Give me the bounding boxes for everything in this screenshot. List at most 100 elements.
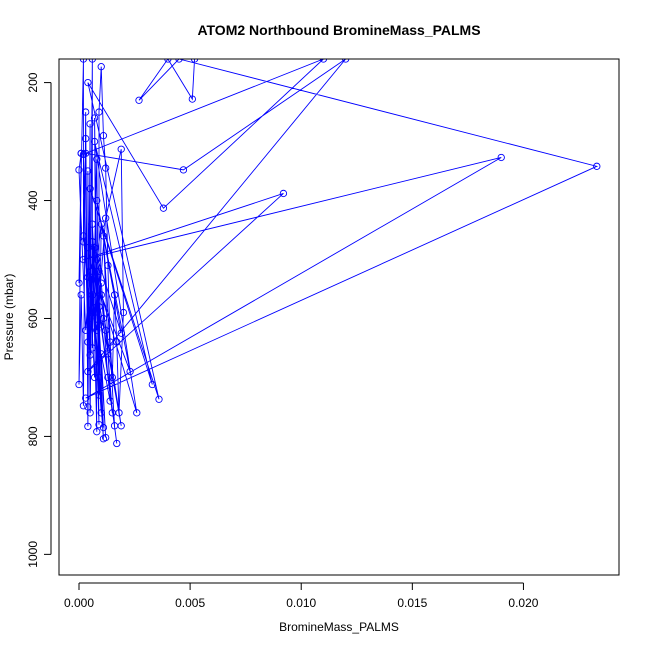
- x-tick-label: 0.000: [64, 596, 94, 610]
- data-point: [88, 291, 96, 299]
- series-line: [78, 59, 599, 444]
- data-point: [179, 166, 188, 174]
- y-tick-label: 1000: [26, 541, 40, 568]
- data-point: [117, 329, 125, 337]
- data-point: [79, 232, 88, 240]
- data-point: [84, 78, 92, 87]
- data-point: [97, 409, 105, 417]
- data-point: [84, 273, 92, 281]
- data-point: [93, 326, 101, 334]
- data-point: [102, 214, 110, 222]
- y-tick-label: 600: [26, 308, 40, 328]
- data-point: [95, 420, 103, 429]
- data-point: [79, 150, 88, 159]
- data-point: [88, 344, 96, 352]
- data-point: [126, 367, 134, 376]
- data-point: [84, 167, 92, 175]
- data-point: [104, 373, 112, 382]
- data-point: [90, 114, 99, 122]
- data-point: [117, 145, 125, 153]
- data-point: [102, 164, 110, 172]
- data-point: [90, 244, 99, 252]
- data-point: [86, 120, 94, 128]
- data-point: [90, 137, 99, 146]
- data-point: [79, 255, 88, 264]
- data-point: [86, 185, 94, 193]
- data-point: [113, 439, 121, 448]
- data-point: [99, 435, 108, 443]
- data-point: [82, 108, 90, 116]
- data-point: [88, 59, 96, 63]
- data-point: [93, 155, 101, 163]
- data-point: [99, 132, 108, 140]
- data-point: [164, 59, 172, 63]
- data-point: [84, 403, 92, 411]
- data-point: [342, 59, 350, 63]
- data-point: [97, 279, 105, 287]
- data-point: [97, 220, 105, 228]
- y-axis: 200 400 600 800 1000: [26, 72, 52, 568]
- data-point: [82, 134, 90, 143]
- plot-area: [75, 59, 601, 448]
- data-point: [119, 308, 128, 317]
- y-axis-label: Pressure (mbar): [2, 274, 16, 361]
- data-point: [93, 428, 101, 436]
- data-point: [75, 166, 83, 174]
- chart-title: ATOM2 Northbound BromineMass_PALMS: [197, 22, 480, 38]
- data-point: [99, 314, 108, 323]
- data-point: [82, 394, 90, 402]
- data-point: [95, 373, 103, 382]
- plot-frame: [58, 58, 620, 576]
- data-point: [110, 291, 119, 299]
- data-point: [108, 373, 116, 382]
- data-point: [75, 380, 83, 389]
- data-point: [95, 108, 103, 116]
- data-point: [104, 350, 112, 358]
- data-point: [95, 303, 103, 311]
- x-axis: 0.000 0.005 0.010 0.015 0.020: [64, 582, 539, 610]
- data-point: [104, 261, 112, 270]
- y-tick-label: 200: [26, 72, 40, 92]
- data-point: [279, 189, 288, 198]
- data-point: [102, 326, 110, 334]
- y-tick-label: 400: [26, 190, 40, 210]
- data-point: [79, 238, 88, 246]
- data-point: [90, 373, 99, 382]
- data-point: [97, 63, 105, 71]
- data-point: [86, 351, 94, 359]
- data-point: [175, 59, 183, 63]
- data-point: [135, 96, 143, 104]
- data-point: [95, 267, 103, 275]
- x-tick-label: 0.020: [508, 596, 538, 610]
- data-point: [110, 422, 119, 430]
- data-point: [155, 395, 163, 403]
- data-point: [88, 220, 96, 228]
- x-tick-label: 0.010: [286, 596, 316, 610]
- data-point: [319, 59, 328, 63]
- data-point: [79, 402, 88, 410]
- data-point: [84, 338, 92, 346]
- x-axis-label: BromineMass_PALMS: [279, 620, 399, 634]
- data-point: [593, 162, 601, 170]
- x-tick-label: 0.015: [397, 596, 427, 610]
- data-point: [97, 291, 105, 299]
- data-point: [190, 59, 199, 63]
- data-point: [113, 338, 121, 346]
- data-point: [108, 409, 116, 417]
- data-point: [84, 367, 92, 376]
- data-point: [99, 232, 108, 240]
- data-point: [188, 95, 196, 103]
- data-point: [77, 291, 85, 299]
- data-point: [93, 196, 101, 205]
- data-point: [93, 255, 101, 264]
- data-point: [159, 204, 168, 212]
- data-point: [82, 326, 90, 334]
- data-point: [93, 303, 101, 311]
- data-point: [79, 59, 88, 63]
- data-point: [75, 279, 83, 287]
- y-tick-label: 800: [26, 426, 40, 446]
- x-tick-label: 0.005: [175, 596, 205, 610]
- data-point: [106, 397, 114, 405]
- data-point: [133, 409, 141, 417]
- data-point: [95, 391, 103, 399]
